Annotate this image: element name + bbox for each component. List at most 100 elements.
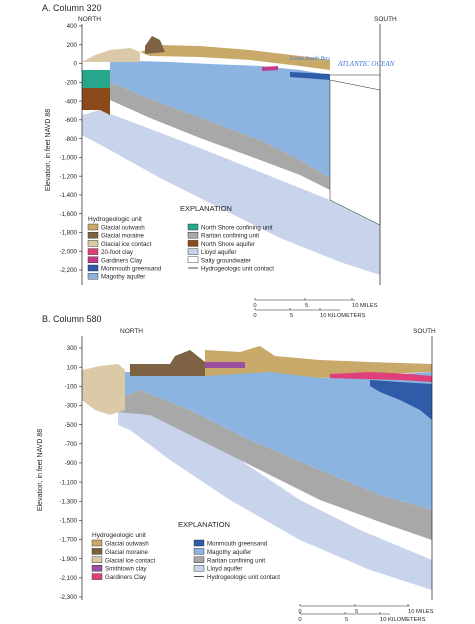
legend-label: Hydrogeologic unit contact [207,574,280,581]
legend-label: Glacial outwash [101,225,145,232]
glacial-outwash-layer-b [205,346,432,378]
y-tick-label: -900 [65,460,78,467]
legend-swatch [91,573,103,580]
legend-label: Salty groundwater [201,257,251,264]
legend-swatch [87,256,99,263]
y-tick-label: -2,300 [59,594,77,601]
scale-label: 10 KILOMETERS [320,313,366,319]
legend-label: Lloyd aquifer [207,566,242,573]
glacial-moraine-layer-b [130,350,205,376]
legend-swatch [187,256,199,263]
legend-swatch [87,273,99,280]
panel-b-title: B. Column 580 [42,314,102,324]
raritan-confining-layer [110,82,330,190]
y-tick-label: -300 [65,403,78,410]
raritan-confining-layer-b [118,390,432,540]
panel-a-north-label: NORTH [78,16,101,23]
panel-a-section [82,36,381,275]
y-tick-label: 300 [67,345,78,352]
y-tick-label: -1,600 [59,211,77,218]
panel-b-section [82,346,432,590]
legend-swatch [91,548,103,555]
monmouth-greensand-layer-b [370,380,432,420]
y-tick-label: -2,000 [59,248,77,255]
gardiners-clay-layer-b [330,372,432,382]
atlantic-ocean-label: ATLANTIC OCEAN [337,60,395,68]
legend-label: 20-foot clay [101,249,134,256]
glacial-moraine-layer-a [145,36,165,54]
lloyd-aquifer-layer-b [118,400,432,590]
magothy-aquifer-layer-b [118,372,432,510]
y-tick-label: 200 [67,42,78,49]
legend-label: Glacial outwash [105,541,149,548]
scale-label: 10 MILES [352,303,378,309]
legend-swatch [187,223,199,231]
lloyd-aquifer-layer [82,110,380,275]
great-south-bay-label: Great South Bay [290,56,330,62]
y-tick-label: -1,500 [59,518,77,525]
monmouth-greensand-layer-a [290,72,330,80]
panel-b: B. Column 580 NORTH SOUTH 300 100 -100 -300… [37,314,436,623]
panel-a: A. Column 320 NORTH SOUTH 400 200 0 -200 -40… [42,3,397,319]
north-shore-confining-layer [82,70,110,88]
salty-groundwater-a [329,79,381,226]
panel-a-scale-bar: 0 5 10 MILES 0 5 10 KILOMETERS [253,298,378,319]
panel-a-y-axis-label: Elevation, in feet NAVD 88 [45,109,52,191]
y-tick-label: -2,200 [59,267,77,274]
legend-label: Monmouth greensand [101,266,162,273]
glacial-ice-contact-layer-a [82,48,140,62]
y-tick-label: -500 [65,422,78,429]
legend-swatch [87,240,99,247]
panel-a-y-ticks: 400 200 0 -200 -400 -600 -800 -1,000 -1,200 -1,40… [59,23,82,274]
scale-label: 0 [298,617,301,623]
legend-label: Lloyd aquifer [201,249,236,256]
y-tick-label: -1,700 [59,537,77,544]
legend-label: Gardiners Clay [101,257,143,264]
scale-label: 10 MILES [408,609,434,615]
legend-label: Gardiners Clay [105,574,147,581]
scale-label: 5 [355,609,358,615]
y-tick-label: -1,200 [59,173,77,180]
scale-label: 10 KILOMETERS [380,617,426,623]
north-shore-aquifer-layer [82,88,110,115]
legend-label: Raritan confining unit [207,557,265,564]
panel-b-y-axis-label: Elevation, in feet NAVD 88 [37,429,44,511]
panel-a-title: A. Column 320 [42,3,102,13]
legend-label: Hydrogeologic unit contact [201,266,274,273]
legend-swatch [193,548,205,555]
legend-label: Glacial moraine [101,233,145,240]
panel-b-north-label: NORTH [120,328,143,335]
glacial-ice-contact-layer-b [82,364,125,415]
panel-a-south-label: SOUTH [374,16,397,23]
legend-label: Raritan confining unit [201,233,259,240]
gardiners-clay-layer-a [262,66,278,71]
panel-b-explanation-subheading: Hydrogeologic unit [92,532,146,539]
scale-label: 0 [253,303,256,309]
y-tick-label: -700 [65,441,78,448]
legend-swatch [187,248,199,255]
y-tick-label: -1,000 [59,155,77,162]
y-tick-label: -1,100 [59,479,77,486]
magothy-aquifer-layer [110,60,330,178]
legend-label: Smithtown clay [105,566,148,573]
legend-label: North Shore confining unit [201,225,273,232]
legend-swatch [193,539,205,547]
legend-label: Magothy aquifer [101,274,145,281]
y-tick-label: -400 [65,98,78,105]
y-tick-label: -800 [65,136,78,143]
legend-label: Glacial ice contact [105,557,155,564]
y-tick-label: 400 [67,23,78,30]
panel-a-explanation-heading: EXPLANATION [180,204,232,213]
legend-swatch [91,565,103,572]
scale-label: 5 [290,313,293,319]
panel-a-explanation: EXPLANATION Hydrogeologic unit Glacial o… [87,204,274,281]
y-tick-label: 100 [67,364,78,371]
legend-swatch [87,231,99,239]
legend-swatch [91,556,103,563]
legend-swatch [193,556,205,563]
y-tick-label: -200 [65,80,78,87]
panel-a-scale-labels: 0 5 10 MILES 0 5 10 KILOMETERS [253,298,378,319]
